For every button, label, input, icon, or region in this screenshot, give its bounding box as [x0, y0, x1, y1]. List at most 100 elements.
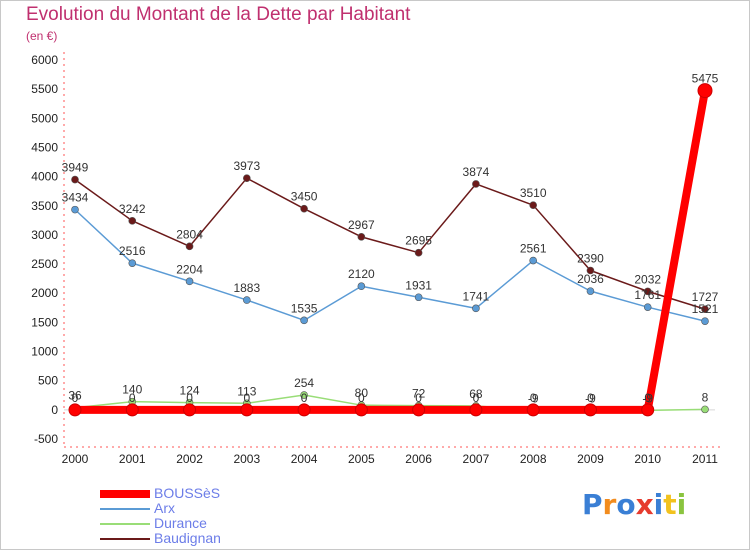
legend-item: Arx [100, 500, 300, 516]
legend-swatch [100, 523, 150, 525]
x-tick-label: 2007 [463, 452, 490, 466]
data-label: 3510 [520, 186, 547, 200]
data-label: 0 [530, 391, 537, 405]
x-tick-label: 2008 [520, 452, 547, 466]
data-point [357, 233, 366, 241]
data-point [414, 248, 423, 257]
y-tick-label: 1000 [31, 345, 58, 359]
data-point [297, 403, 311, 417]
data-label: 8 [702, 390, 709, 404]
data-label: 0 [301, 391, 308, 405]
data-label: 68 [469, 387, 483, 401]
data-point [643, 303, 652, 311]
y-tick-label: 2000 [31, 286, 58, 300]
logo-letter: P [582, 488, 603, 521]
x-tick-label: 2010 [634, 452, 661, 466]
x-tick-label: 2005 [348, 452, 375, 466]
series-line [74, 177, 706, 310]
data-label: 3450 [291, 190, 318, 204]
y-tick-label: 500 [38, 374, 58, 388]
logo-letter: x [635, 488, 654, 521]
data-label: 36 [68, 389, 82, 403]
x-tick-label: 2006 [405, 452, 432, 466]
data-label: 2032 [634, 272, 661, 286]
data-point [469, 403, 483, 417]
proxiti-logo: Proxiti [582, 488, 686, 521]
logo-letter: i [676, 488, 687, 521]
x-tick-label: 2000 [62, 452, 89, 466]
data-point [414, 293, 423, 302]
x-tick-label: 2001 [119, 452, 146, 466]
data-label: 2516 [119, 244, 146, 258]
y-tick-label: 5000 [31, 111, 58, 125]
y-tick-label: 3000 [31, 228, 58, 242]
data-point [183, 403, 197, 417]
y-tick-label: 3500 [31, 199, 58, 213]
data-label: 0 [72, 391, 79, 405]
legend-label: Arx [154, 500, 175, 516]
y-tick-label: 0 [51, 403, 58, 417]
data-label: 140 [122, 383, 142, 397]
data-label: 0 [415, 391, 422, 405]
legend-label: BOUSSèS [154, 485, 221, 501]
data-label: 2036 [577, 272, 604, 286]
data-label: 3949 [62, 161, 89, 175]
data-point [701, 317, 709, 325]
data-label: 1521 [692, 302, 719, 316]
data-label: 1727 [692, 290, 719, 304]
data-label: 2967 [348, 218, 375, 232]
data-point [240, 403, 254, 417]
legend: BOUSSèS Arx Durance Baudignan [100, 485, 300, 546]
data-point [701, 305, 709, 313]
data-point [300, 391, 308, 399]
y-tick-label: 2500 [31, 257, 58, 271]
data-label: 254 [294, 376, 314, 390]
data-point [71, 175, 79, 184]
x-tick-label: 2002 [176, 452, 203, 466]
series-line [75, 89, 709, 414]
series-line [74, 209, 706, 322]
legend-swatch [100, 490, 150, 498]
data-label: 1741 [463, 289, 490, 303]
data-label: 2561 [520, 242, 547, 256]
data-label: 1931 [405, 278, 432, 292]
data-label: 0 [473, 391, 480, 405]
data-point [185, 277, 194, 286]
data-point [412, 403, 426, 417]
legend-item: Baudignan [100, 530, 300, 546]
legend-label: Baudignan [154, 530, 221, 546]
data-label: 0 [129, 391, 136, 405]
data-point [472, 304, 480, 313]
data-point [643, 287, 652, 296]
data-point [125, 403, 139, 417]
data-label: 0 [587, 391, 594, 405]
legend-swatch [100, 508, 150, 510]
data-label: 3242 [119, 202, 146, 216]
data-point [583, 403, 597, 417]
data-point [526, 403, 540, 417]
data-point [529, 201, 537, 209]
data-point [701, 405, 709, 414]
data-label: 3874 [463, 165, 490, 179]
legend-item: BOUSSèS [100, 485, 300, 501]
data-label: 2204 [176, 262, 203, 276]
data-label: 2695 [405, 234, 432, 248]
data-point [354, 403, 368, 417]
data-label: 1761 [634, 288, 661, 302]
chart-subtitle: (en €) [26, 29, 58, 43]
data-label: 0 [243, 391, 250, 405]
data-point [586, 266, 595, 275]
data-point [71, 205, 79, 214]
y-tick-label: 4000 [31, 170, 58, 184]
data-point [529, 256, 537, 265]
logo-letter: i [653, 488, 664, 521]
x-tick-label: 2009 [577, 452, 604, 466]
data-label: 80 [355, 386, 369, 400]
data-label: -9 [528, 391, 539, 405]
data-label: 0 [644, 391, 651, 405]
logo-letter: r [602, 488, 617, 521]
data-label: 0 [358, 391, 365, 405]
y-tick-label: 6000 [31, 53, 58, 67]
data-label: 5475 [692, 72, 719, 86]
